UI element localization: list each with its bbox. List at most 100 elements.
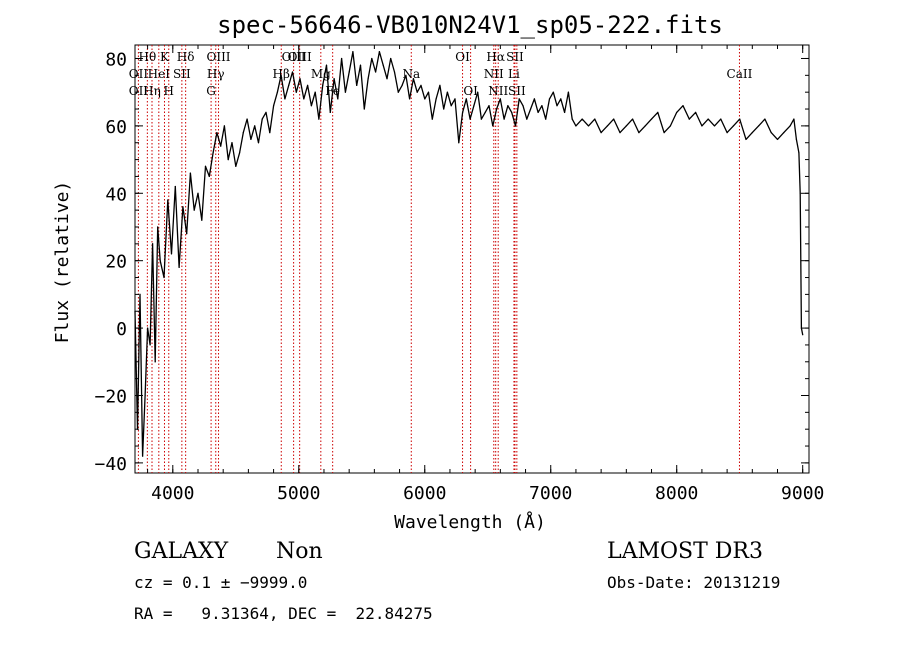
data-point [254, 125, 256, 127]
data-point [390, 57, 392, 60]
data-point [600, 132, 602, 134]
data-point [619, 132, 621, 134]
object-subclass: Non [276, 539, 323, 564]
line-marker-label: G [206, 84, 216, 98]
y-tick-label: 60 [105, 117, 127, 138]
data-point [657, 111, 659, 113]
data-point [669, 125, 672, 127]
data-point [154, 361, 156, 363]
data-point [739, 118, 741, 120]
line-marker-label: Hα [486, 50, 505, 64]
data-point [567, 91, 570, 93]
data-point [273, 105, 275, 107]
data-point [378, 51, 380, 53]
data-point [152, 243, 154, 245]
data-point [359, 64, 362, 66]
data-point [295, 91, 297, 93]
data-point [789, 125, 791, 127]
data-point [439, 84, 441, 86]
y-tick-label: 40 [105, 184, 127, 205]
data-point [367, 78, 369, 80]
data-point [795, 138, 798, 140]
data-point [186, 233, 188, 235]
data-point [280, 74, 282, 76]
y-tick-label: −40 [94, 454, 127, 475]
data-point [650, 118, 653, 120]
data-point [393, 71, 396, 73]
line-marker-label: H [164, 84, 174, 98]
data-point [552, 91, 554, 93]
data-point [783, 132, 785, 134]
plot-frame [134, 44, 810, 474]
line-marker-label: OIII [288, 50, 312, 64]
data-point [758, 125, 760, 127]
data-point [606, 125, 609, 127]
data-point [798, 152, 800, 154]
line-marker-label: Hδ [177, 50, 195, 64]
data-point [276, 91, 278, 93]
data-point [250, 138, 252, 140]
data-point [488, 105, 490, 107]
data-point [322, 84, 324, 86]
data-point [163, 276, 165, 279]
data-point [386, 78, 388, 80]
data-point [732, 125, 735, 127]
data-point [465, 98, 467, 100]
data-point [581, 118, 583, 120]
data-point [424, 98, 426, 100]
data-point [688, 118, 690, 120]
data-point [220, 145, 222, 147]
x-tick-label: 6000 [403, 483, 446, 504]
data-point [409, 98, 411, 100]
data-point [431, 118, 433, 120]
data-point [204, 165, 207, 167]
axes-box [134, 44, 810, 474]
survey-name: LAMOST DR3 [607, 539, 763, 564]
data-point [575, 125, 577, 127]
data-point [454, 98, 456, 100]
data-point [484, 111, 486, 113]
data-point [299, 78, 301, 80]
line-marker-label: OI [455, 50, 470, 64]
data-point [397, 91, 399, 93]
data-point [142, 455, 144, 457]
data-point [496, 108, 498, 110]
data-point [382, 64, 384, 66]
data-point [242, 132, 244, 134]
data-point [363, 108, 365, 110]
data-point [216, 132, 218, 134]
data-point [514, 125, 517, 127]
data-point [530, 108, 532, 110]
data-point [201, 219, 203, 221]
data-point [564, 111, 566, 113]
data-point [170, 253, 173, 255]
data-point [269, 132, 271, 134]
y-axis-label: Flux (relative) [52, 181, 73, 344]
data-point [348, 71, 350, 73]
data-point [329, 111, 331, 113]
data-point [450, 105, 452, 107]
data-point [420, 84, 422, 86]
data-point [469, 118, 471, 120]
line-markers [137, 45, 740, 473]
data-point [625, 125, 627, 127]
data-point [518, 98, 520, 100]
data-point [144, 394, 146, 397]
x-tick-label: 5000 [277, 483, 320, 504]
data-point [695, 111, 697, 113]
data-point [375, 71, 377, 73]
data-point [473, 105, 475, 107]
data-point [337, 98, 339, 100]
line-marker-label: NII [488, 84, 508, 98]
data-point [401, 84, 403, 86]
data-point [341, 57, 343, 60]
data-point [707, 118, 709, 120]
x-axis-label: Wavelength (Å) [394, 511, 546, 533]
data-point [307, 84, 309, 86]
data-point [167, 199, 169, 201]
data-point [720, 118, 722, 120]
data-point [182, 206, 184, 208]
line-marker-label: K [160, 50, 170, 64]
data-point [632, 118, 634, 120]
data-point [770, 132, 772, 134]
